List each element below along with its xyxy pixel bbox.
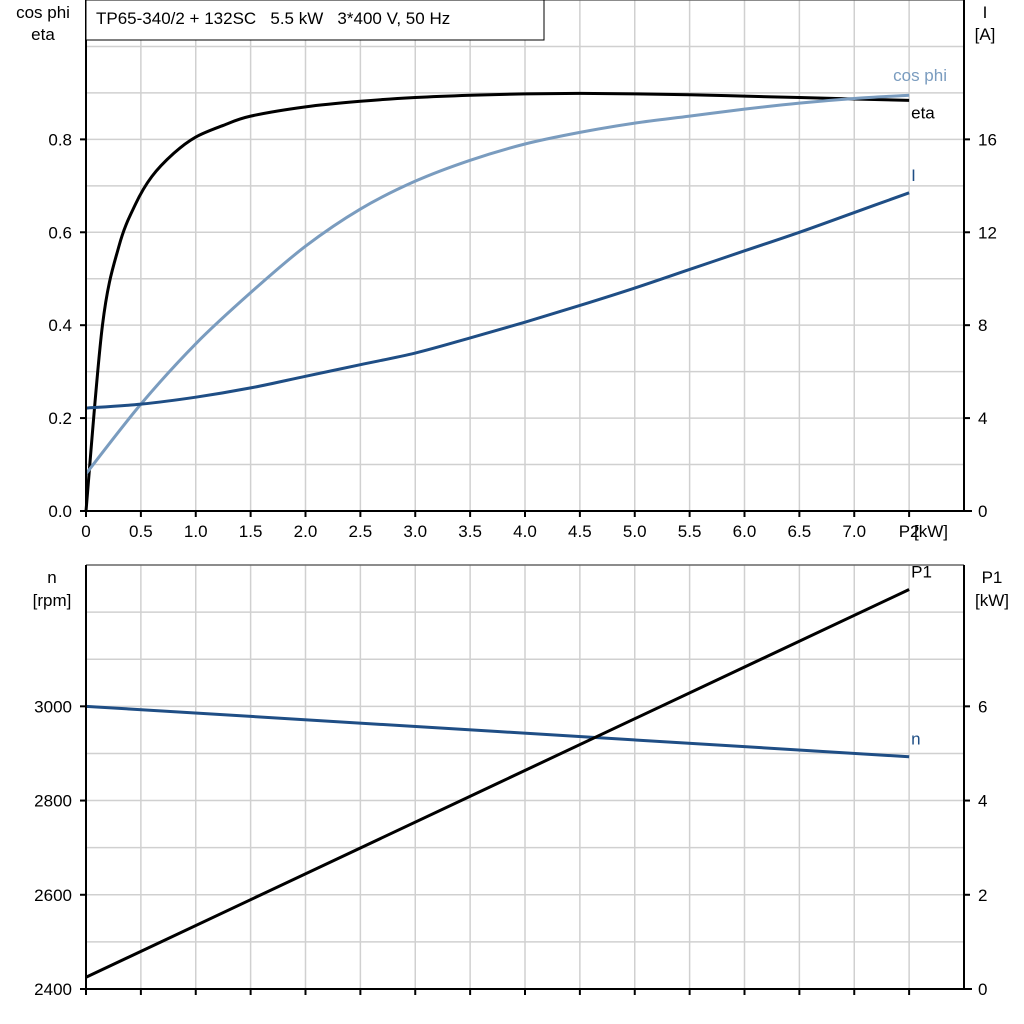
bottom-right-tick-label: 4 [978,792,987,811]
x-tick-label: 6.5 [788,522,812,541]
top-right-tick-label: 12 [978,223,997,242]
top-right-tick-label: 8 [978,316,987,335]
bottom-right-tick-label: 0 [978,980,987,999]
x-tick-label: 6.0 [733,522,757,541]
bottom-series: n P1 [85,562,932,979]
x-tick-label: 3.0 [403,522,427,541]
series-line-i [85,191,910,410]
series-line-n [85,704,910,759]
x-tick-label: 3.5 [458,522,482,541]
top-left-tick-label: 0.8 [48,130,72,149]
series-label-p1: P1 [911,562,932,581]
top-grid [86,0,964,511]
x-unit-label: [kW] [914,522,948,541]
top-left-tick-label: 0.6 [48,223,72,242]
title-box [85,0,545,41]
labels: TP65-340/2 + 132SC 5.5 kW 3*400 V, 50 Hz… [16,0,1009,610]
x-tick-label: 0 [81,522,90,541]
axes: 0.0 0.2 0.4 0.6 0.8 0 4 8 12 16 0 0.5 1.0 1.5 2.0 2.5 3.… [34,0,997,999]
top-left-axis-label-1: cos phi [16,3,70,22]
chart-title: TP65-340/2 + 132SC 5.5 kW 3*400 V, 50 Hz [96,9,450,28]
top-right-axis-label-1: I [983,3,988,22]
x-tick-label: 4.5 [568,522,592,541]
bottom-right-tick-label: 2 [978,886,987,905]
series-line-p1 [85,588,910,979]
top-right-tick-label: 4 [978,409,987,428]
x-tick-label: P2 [899,522,920,541]
series-label-cos-phi: cos phi [893,66,947,85]
x-tick-label: 5.0 [623,522,647,541]
top-right-axis-label-2: [A] [975,25,996,44]
bottom-left-tick-label: 2400 [34,980,72,999]
top-left-tick-label: 0.4 [48,316,72,335]
x-tick-label: 2.5 [349,522,373,541]
x-tick-label: 7.0 [842,522,866,541]
series-line-eta [84,91,910,512]
bottom-left-tick-label: 2800 [34,792,72,811]
bottom-right-axis-label-1: P1 [982,568,1003,587]
bottom-left-tick-label: 3000 [34,697,72,716]
bottom-left-axis-label-2: [rpm] [33,591,72,610]
x-tick-label: 1.5 [239,522,263,541]
top-right-tick-label: 16 [978,130,997,149]
top-left-tick-label: 0.2 [48,409,72,428]
x-tick-label: 5.5 [678,522,702,541]
x-tick-label: 4.0 [513,522,537,541]
series-label-eta: eta [911,103,935,122]
series-label-n: n [911,730,920,749]
bottom-right-axis-label-2: [kW] [975,591,1009,610]
bottom-left-tick-label: 2600 [34,886,72,905]
top-left-tick-label: 0.0 [48,502,72,521]
top-right-tick-label: 0 [978,502,987,521]
series-label-i: I [911,166,916,185]
top-left-axis-label-2: eta [31,25,55,44]
bottom-grid [86,565,964,989]
series-line-cos-phi [84,93,910,475]
top-series: eta cos phi I [84,66,947,512]
x-tick-label: 2.0 [294,522,318,541]
bottom-left-axis-label-1: n [47,568,56,587]
x-tick-label: 1.0 [184,522,208,541]
x-tick-label: 0.5 [129,522,153,541]
bottom-right-tick-label: 6 [978,697,987,716]
